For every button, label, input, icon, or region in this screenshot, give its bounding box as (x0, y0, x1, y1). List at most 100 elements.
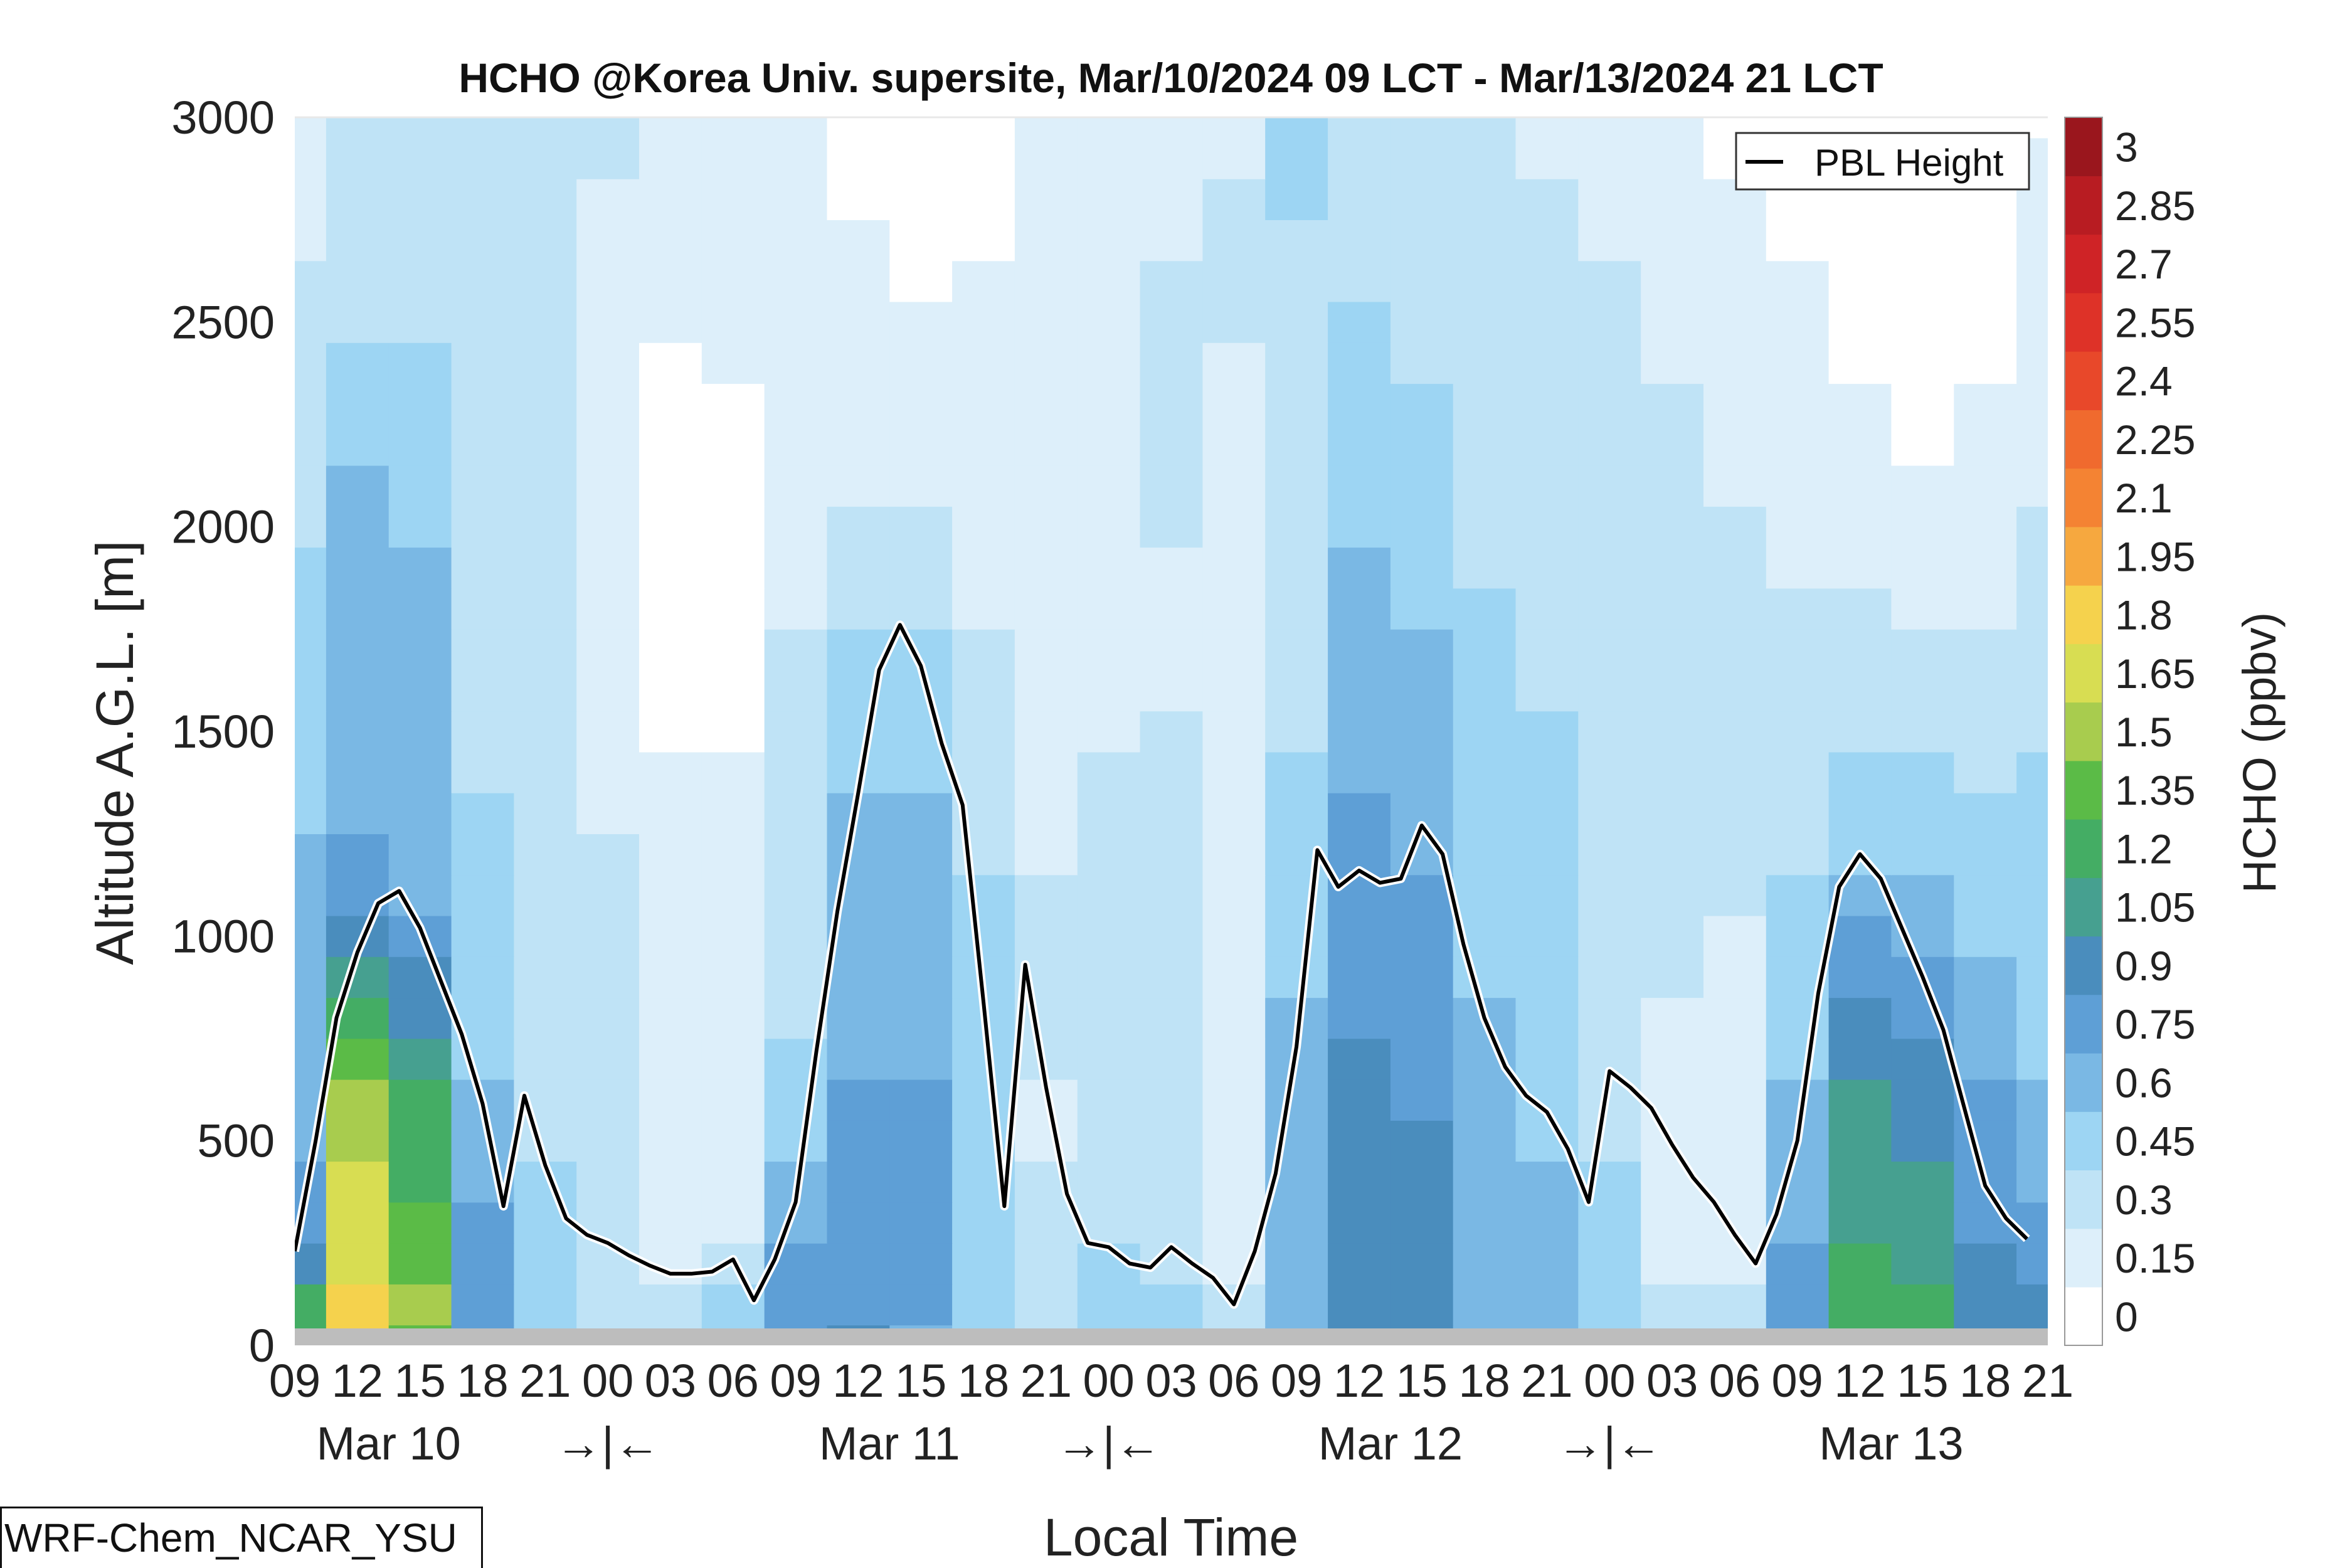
heatmap-cell (1828, 956, 1892, 999)
heatmap-cell (388, 383, 452, 425)
heatmap-cell (764, 711, 828, 753)
heatmap-cell (1515, 874, 1579, 916)
heatmap-cell (889, 137, 953, 179)
colorbar-tick-label: 0.9 (2115, 943, 2173, 989)
heatmap-cell (2016, 1284, 2048, 1326)
heatmap-cell (1828, 424, 1892, 466)
heatmap-cell (952, 220, 1015, 262)
heatmap-cell (1891, 628, 1954, 670)
heatmap-cell (1766, 874, 1830, 916)
heatmap-cell (295, 874, 327, 916)
heatmap-cell (1515, 178, 1579, 220)
colorbar-segment (2065, 936, 2102, 995)
heatmap-cell (827, 711, 891, 753)
heatmap-cell (2016, 342, 2048, 384)
heatmap-cell (1453, 670, 1517, 712)
heatmap-cell (514, 1284, 577, 1326)
heatmap-cell (1641, 834, 1704, 876)
heatmap-cell (1265, 915, 1328, 957)
heatmap-cell (1453, 260, 1517, 302)
heatmap-cell (701, 220, 765, 262)
colorbar-tick-label: 2.1 (2115, 475, 2173, 521)
heatmap-cell (514, 465, 577, 507)
heatmap-cell (1453, 117, 1517, 139)
heatmap-cell (514, 588, 577, 630)
heatmap-cell (1453, 506, 1517, 548)
heatmap-cell (1828, 1284, 1892, 1326)
heatmap-cell (1828, 260, 1892, 302)
heatmap-cell (1703, 915, 1767, 957)
heatmap-cell (1265, 588, 1328, 630)
heatmap-cell (451, 834, 515, 876)
heatmap-cell (326, 424, 389, 466)
heatmap-cell (1703, 874, 1767, 916)
heatmap-cell (1014, 342, 1078, 384)
heatmap-cell (1766, 792, 1830, 834)
heatmap-cell (1954, 260, 2017, 302)
heatmap-cell (1578, 220, 1641, 262)
heatmap-cell (1328, 956, 1391, 999)
heatmap-cell (1641, 956, 1704, 999)
heatmap-cell (1453, 834, 1517, 876)
heatmap-cell (952, 1284, 1015, 1326)
heatmap-cell (326, 711, 389, 753)
heatmap-cell (1453, 1284, 1517, 1326)
heatmap-cell (576, 956, 640, 999)
chart-legend: PBL Height (1735, 132, 2030, 191)
heatmap-cell (2016, 301, 2048, 343)
heatmap-cell (1140, 834, 1204, 876)
heatmap-cell (1891, 1120, 1954, 1162)
heatmap-cell (388, 1120, 452, 1162)
colorbar-tick-label: 1.5 (2115, 709, 2173, 755)
x-tick-label: 21 (519, 1355, 571, 1407)
heatmap-cell (1641, 301, 1704, 343)
heatmap-cell (1077, 137, 1141, 179)
x-tick-label: 00 (1083, 1355, 1135, 1407)
heatmap-cell (1954, 997, 2017, 1039)
y-tick-label: 500 (198, 1115, 275, 1167)
heatmap-cell (1390, 465, 1454, 507)
heatmap-cell (1515, 220, 1579, 262)
heatmap-cell (1578, 874, 1641, 916)
x-tick-label: 21 (1020, 1355, 1072, 1407)
heatmap-cell (1641, 874, 1704, 916)
heatmap-cell (1077, 506, 1141, 548)
heatmap-cell (952, 342, 1015, 384)
heatmap-cell (1014, 137, 1078, 179)
heatmap-cell (1202, 383, 1266, 425)
heatmap-cell (388, 670, 452, 712)
heatmap-cell (576, 711, 640, 753)
heatmap-cell (1828, 997, 1892, 1039)
heatmap-cell (514, 874, 577, 916)
heatmap-cell (889, 956, 953, 999)
heatmap-cell (514, 260, 577, 302)
heatmap-cell (827, 424, 891, 466)
heatmap-cell (1954, 383, 2017, 425)
heatmap-cell (1014, 834, 1078, 876)
heatmap-cell (295, 178, 327, 220)
heatmap-cell (1453, 956, 1517, 999)
heatmap-cell (1828, 301, 1892, 343)
heatmap-cell (1265, 1284, 1328, 1326)
heatmap-cell (827, 1242, 891, 1285)
heatmap-cell (295, 792, 327, 834)
heatmap-cell (1891, 874, 1954, 916)
heatmap-cell (1766, 588, 1830, 630)
heatmap-cell (952, 751, 1015, 793)
heatmap-cell (326, 670, 389, 712)
heatmap-cell (1641, 137, 1704, 179)
heatmap-cell (1140, 137, 1204, 179)
heatmap-cell (1578, 260, 1641, 302)
heatmap-cell (701, 874, 765, 916)
heatmap-cell (326, 1242, 389, 1285)
heatmap-cell (639, 711, 702, 753)
heatmap-cell (1578, 834, 1641, 876)
heatmap-cell (1077, 997, 1141, 1039)
chart-title: HCHO @Korea Univ. supersite, Mar/10/2024… (458, 55, 1883, 101)
heatmap-cell (1703, 956, 1767, 999)
heatmap-cell (1328, 301, 1391, 343)
heatmap-cell (701, 1120, 765, 1162)
heatmap-cell (1828, 628, 1892, 670)
heatmap-cell (1014, 874, 1078, 916)
colorbar-segment (2065, 644, 2102, 703)
